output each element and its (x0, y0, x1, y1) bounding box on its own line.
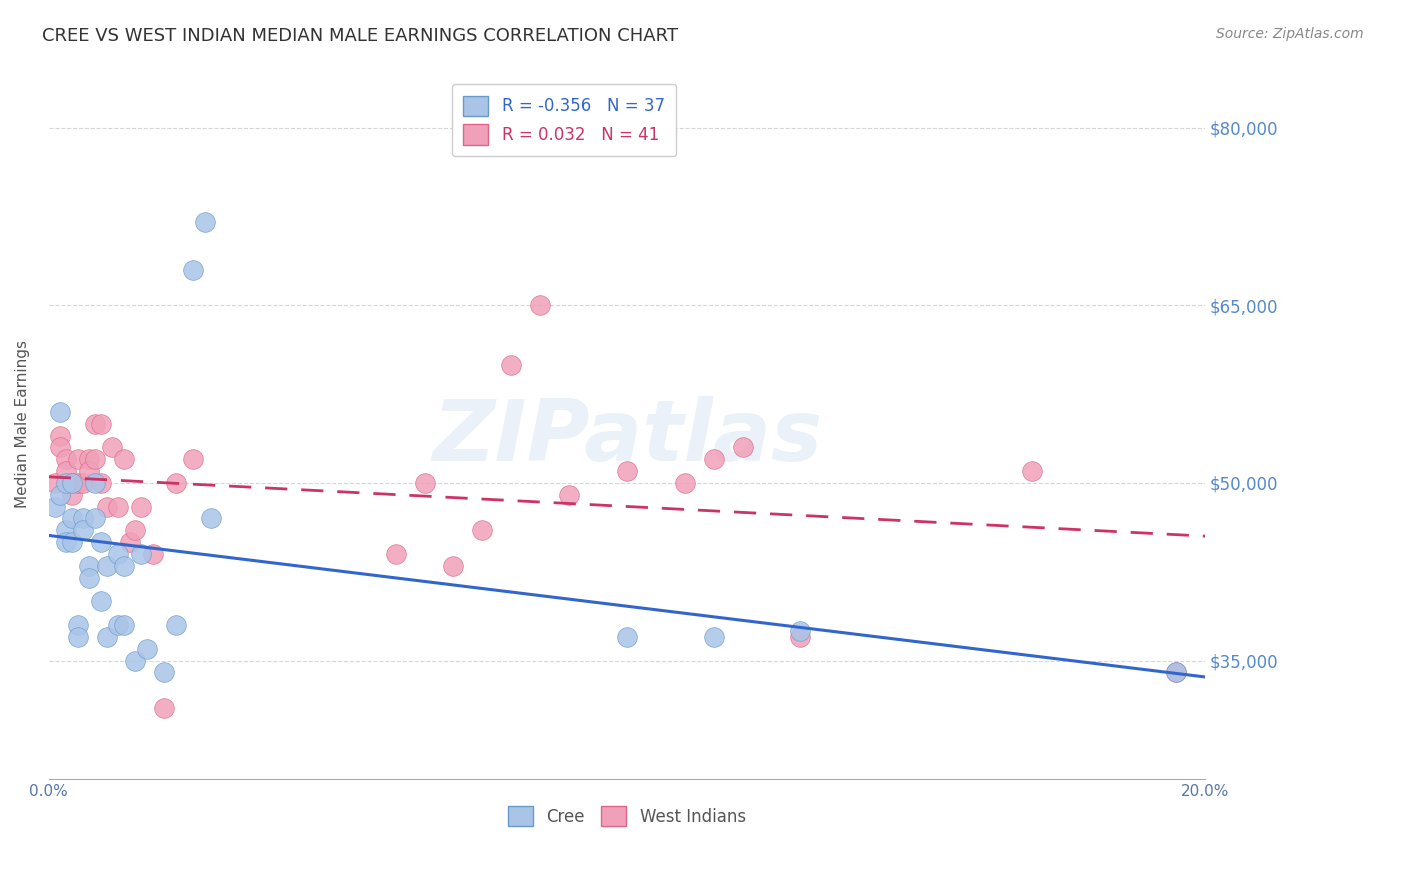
Point (384, 547, 406, 561)
Point (66, 475, 89, 490)
Point (72, 475, 94, 490)
Point (142, 547, 165, 561)
Point (90, 535, 112, 549)
Point (90, 475, 112, 490)
Point (44, 500, 66, 514)
Point (96, 630, 118, 644)
Y-axis label: Median Male Earnings: Median Male Earnings (15, 340, 30, 508)
Point (96, 558, 118, 573)
Point (112, 452, 135, 467)
Point (72, 523, 94, 537)
Legend: Cree, West Indians: Cree, West Indians (499, 797, 754, 835)
Point (124, 653, 146, 667)
Point (165, 475, 187, 490)
Point (129, 547, 152, 561)
Point (66, 452, 89, 467)
Point (60, 488, 83, 502)
Point (112, 558, 135, 573)
Point (118, 535, 141, 549)
Point (66, 630, 89, 644)
Point (55, 452, 77, 467)
Point (77, 464, 100, 478)
Point (1166, 665, 1188, 680)
Point (616, 630, 638, 644)
Point (112, 618, 135, 632)
Point (673, 475, 696, 490)
Point (84, 511, 107, 525)
Point (413, 475, 436, 490)
Point (72, 511, 94, 525)
Point (1021, 464, 1043, 478)
Point (194, 215, 217, 229)
Point (77, 452, 100, 467)
Point (1166, 665, 1188, 680)
Point (55, 523, 77, 537)
Point (471, 523, 494, 537)
Point (107, 500, 129, 514)
Point (153, 701, 176, 715)
Point (107, 618, 129, 632)
Point (55, 464, 77, 478)
Point (136, 641, 159, 656)
Point (501, 358, 523, 372)
Point (60, 475, 83, 490)
Point (90, 417, 112, 431)
Point (55, 535, 77, 549)
Point (153, 665, 176, 680)
Point (60, 535, 83, 549)
Point (101, 441, 124, 455)
Point (49, 441, 72, 455)
Point (77, 558, 100, 573)
Point (165, 618, 187, 632)
Point (66, 618, 89, 632)
Point (731, 441, 754, 455)
Point (443, 558, 465, 573)
Point (77, 571, 100, 585)
Point (60, 475, 83, 490)
Point (789, 630, 811, 644)
Point (55, 475, 77, 490)
Point (49, 405, 72, 419)
Point (84, 452, 107, 467)
Point (129, 500, 152, 514)
Point (124, 523, 146, 537)
Text: CREE VS WEST INDIAN MEDIAN MALE EARNINGS CORRELATION CHART: CREE VS WEST INDIAN MEDIAN MALE EARNINGS… (42, 27, 678, 45)
Point (616, 464, 638, 478)
Point (49, 428, 72, 442)
Point (181, 452, 204, 467)
Point (84, 417, 107, 431)
Point (181, 262, 204, 277)
Point (703, 630, 725, 644)
Point (703, 452, 725, 467)
Point (107, 547, 129, 561)
Text: ZIPatlas: ZIPatlas (432, 396, 823, 479)
Point (529, 298, 551, 312)
Point (49, 488, 72, 502)
Point (789, 624, 811, 638)
Point (558, 488, 581, 502)
Point (90, 594, 112, 608)
Text: Source: ZipAtlas.com: Source: ZipAtlas.com (1216, 27, 1364, 41)
Point (84, 475, 107, 490)
Point (60, 511, 83, 525)
Point (96, 500, 118, 514)
Point (44, 475, 66, 490)
Point (200, 511, 222, 525)
